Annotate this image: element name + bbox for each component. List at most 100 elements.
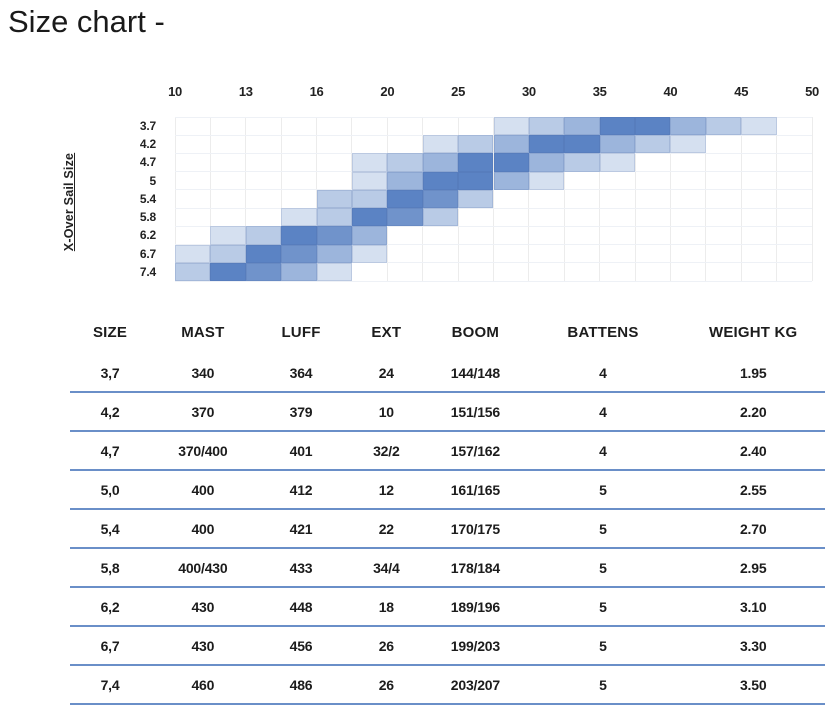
table-cell: 486: [289, 676, 313, 693]
gridline-vertical: [174, 117, 176, 281]
y-axis-row-label: 5.8: [139, 210, 156, 225]
table-cell: 157/162: [450, 442, 500, 459]
y-axis-row-label: 7.4: [139, 264, 156, 279]
heatmap-cell: [422, 208, 459, 227]
page-title: Size chart -: [8, 4, 165, 39]
heatmap-cell: [458, 171, 494, 190]
heatmap-cell: [422, 135, 459, 154]
heatmap-cell: [281, 262, 317, 281]
heatmap-cell: [741, 117, 777, 136]
y-axis-row-label: 6.2: [139, 228, 156, 243]
table-header-cell: MAST: [181, 323, 225, 341]
table-cell: 2.95: [739, 559, 767, 576]
heatmap-cell: [210, 226, 246, 245]
heatmap-cell: [175, 244, 211, 263]
heatmap-cell: [599, 117, 636, 136]
gridline-horizontal: [175, 262, 812, 264]
heatmap-cell: [351, 226, 388, 245]
table-cell: 6,2: [100, 598, 120, 615]
table-cell: 370: [191, 403, 215, 420]
table-cell: 3.30: [739, 637, 767, 654]
table-cell: 12: [378, 481, 394, 498]
y-axis-row-label: 3.7: [139, 119, 156, 133]
heatmap-cell: [458, 135, 494, 154]
table-cell: 161/165: [450, 481, 500, 498]
table-cell: 4: [599, 364, 607, 381]
y-axis-row-label: 4.2: [139, 137, 156, 152]
heatmap-cell: [316, 262, 352, 281]
gridline-horizontal: [175, 280, 812, 282]
heatmap-cell: [387, 171, 423, 190]
heatmap-cell: [387, 208, 423, 227]
heatmap-cell: [245, 262, 282, 281]
heatmap-cell: [245, 226, 282, 245]
table-cell: 430: [191, 598, 215, 615]
gridline-vertical: [245, 117, 247, 281]
gridline-vertical: [280, 117, 282, 281]
gridline-horizontal: [175, 207, 812, 209]
table-cell: 2.55: [739, 481, 767, 498]
heatmap-cell: [316, 189, 352, 209]
heatmap-cell: [493, 117, 529, 136]
table-header-cell: LUFF: [281, 323, 321, 341]
table-cell: 433: [289, 559, 313, 576]
heatmap-cell: [351, 244, 388, 263]
gridline-vertical: [209, 117, 211, 281]
table-cell: 26: [378, 676, 394, 693]
x-axis-labels: 10 13 16 20 25 30 35 40 45 50: [168, 84, 819, 100]
y-axis-row-label: 5.4: [139, 191, 156, 206]
table-cell: 18: [378, 598, 394, 615]
table-cell: 2.70: [739, 520, 767, 537]
table-cell: 400: [191, 481, 215, 498]
gridline-vertical: [528, 117, 530, 281]
x-axis-tick-label: 10: [168, 84, 182, 99]
table-cell: 400: [191, 520, 215, 537]
heatmap-cell: [210, 244, 246, 263]
table-header-row: SIZE MAST LUFF EXT BOOM BATTENS WEIGHT KG: [70, 310, 825, 354]
table-row: 5,8 400/430 433 34/4 178/184 5 2.95: [70, 549, 825, 588]
y-axis-row-label: 5: [149, 173, 157, 188]
table-cell: 379: [289, 403, 313, 420]
size-spec-table: SIZE MAST LUFF EXT BOOM BATTENS WEIGHT KG 3,7 34…: [70, 310, 825, 705]
y-axis-row-label: 6.7: [139, 246, 156, 261]
table-cell: 1.95: [739, 364, 767, 381]
table-row: 5,4 400 421 22 170/175 5 2.70: [70, 510, 825, 549]
table-cell: 3.50: [739, 676, 767, 693]
table-cell: 5: [599, 676, 607, 693]
table-cell: 2.20: [739, 403, 767, 420]
heatmap-plot: [174, 116, 813, 282]
table-cell: 400/430: [178, 559, 228, 576]
x-axis-tick-label: 45: [734, 84, 749, 99]
heatmap-cell: [316, 244, 352, 263]
table-cell: 5: [599, 481, 607, 498]
table-header-cell: BOOM: [451, 323, 500, 341]
table-header-cell: EXT: [371, 323, 402, 341]
table-cell: 370/400: [178, 442, 228, 459]
gridline-horizontal: [175, 225, 812, 227]
gridline-vertical: [493, 117, 494, 281]
x-axis-tick-label: 25: [451, 84, 466, 99]
y-axis-row-label: 4.7: [139, 155, 156, 170]
gridline-vertical: [599, 117, 601, 281]
table-cell: 364: [289, 364, 313, 381]
gridline-vertical: [740, 117, 742, 281]
table-cell: 340: [191, 364, 215, 381]
heatmap-cell: [281, 226, 317, 245]
table-cell: 26: [378, 637, 394, 654]
table-cell: 421: [289, 520, 313, 537]
heatmap-cell: [458, 153, 494, 172]
table-cell: 4,7: [100, 442, 120, 459]
heatmap-cell: [316, 226, 352, 245]
heatmap-cell: [493, 153, 529, 172]
table-cell: 10: [378, 403, 394, 420]
x-axis-tick-label: 40: [663, 84, 678, 99]
table-header-cell: SIZE: [92, 323, 128, 341]
x-axis-tick-label: 16: [309, 84, 324, 99]
x-axis-tick-label: 30: [521, 84, 536, 99]
heatmap-cell: [493, 171, 529, 190]
table-cell: 4,2: [100, 403, 120, 420]
heatmap-cell: [528, 135, 565, 154]
table-cell: 203/207: [450, 676, 500, 693]
table-cell: 4: [599, 403, 607, 420]
table-cell: 34/4: [373, 559, 400, 576]
